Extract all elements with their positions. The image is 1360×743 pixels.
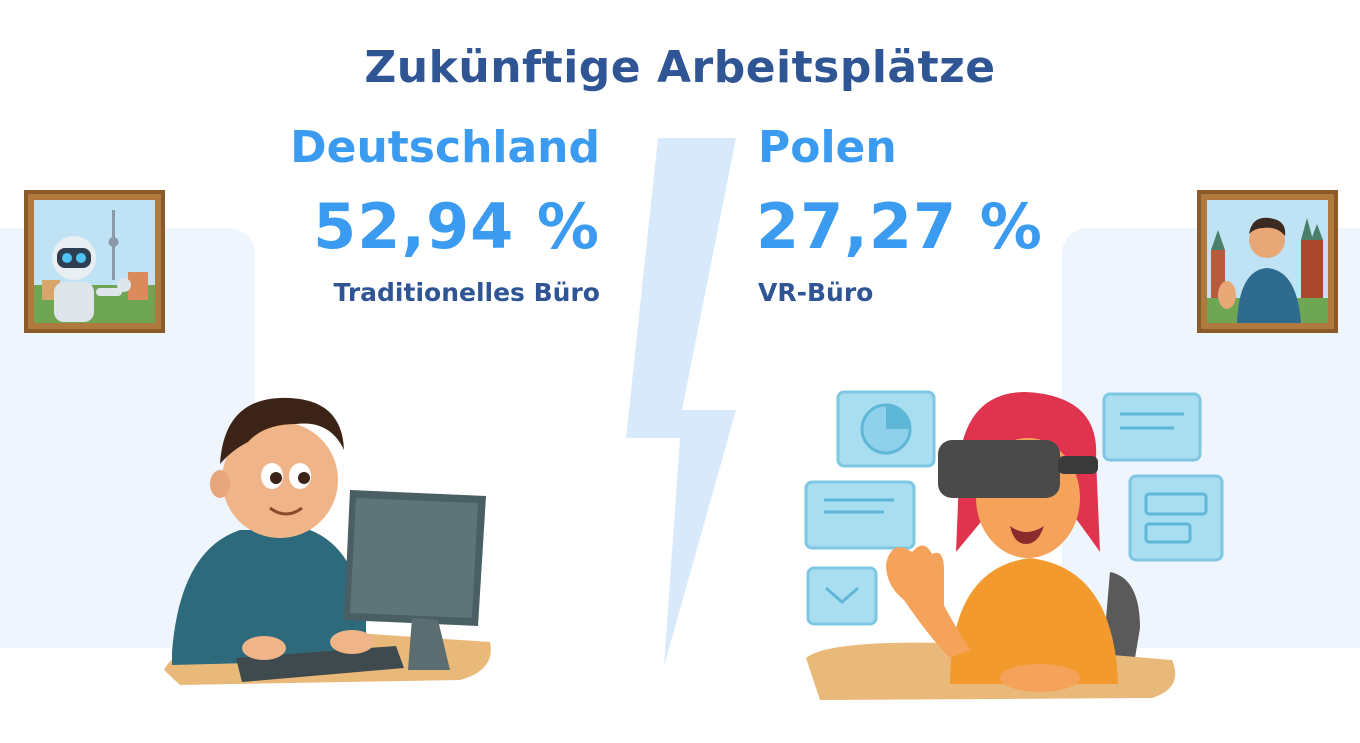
germany-country-label: Deutschland — [290, 122, 600, 173]
poland-office-type: VR-Büro — [758, 278, 874, 307]
robot-portrait-icon — [24, 190, 165, 333]
poland-country-label: Polen — [758, 122, 897, 173]
man-portrait-icon — [1197, 190, 1338, 333]
germany-percentage: 52,94 % — [313, 190, 600, 263]
lightning-bolt-divider — [626, 138, 736, 666]
page-title: Zukünftige Arbeitsplätze — [364, 42, 996, 93]
person-at-computer-icon — [164, 397, 491, 685]
germany-office-type: Traditionelles Büro — [333, 278, 600, 307]
poland-percentage: 27,27 % — [756, 190, 1043, 263]
person-with-vr-headset-icon — [804, 390, 1224, 700]
